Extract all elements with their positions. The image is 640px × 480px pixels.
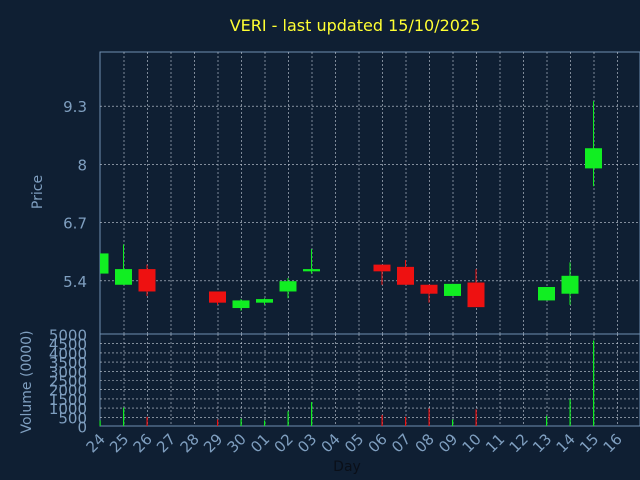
volume-bar <box>287 411 289 426</box>
volume-tick-label: 4500 <box>49 336 87 354</box>
price-tick-label: 6.7 <box>63 215 87 233</box>
volume-tick-label: 4000 <box>49 345 87 363</box>
volume-bar <box>217 419 219 426</box>
volume-tick-label: 1000 <box>49 400 87 418</box>
volume-tick-label: 3000 <box>49 363 87 381</box>
day-tick-label: 13 <box>529 430 555 456</box>
candles <box>100 101 602 311</box>
candle-body <box>209 291 226 303</box>
volume-bar <box>146 416 148 426</box>
volume-bar <box>452 419 454 426</box>
day-tick-label: 16 <box>600 430 626 456</box>
candle-body <box>397 266 414 285</box>
volume-tick-label: 2500 <box>49 373 87 391</box>
candle-body <box>115 269 132 285</box>
volume-tick-label: 1500 <box>49 391 87 409</box>
day-tick-label: 29 <box>200 430 226 456</box>
candle-body <box>138 269 156 292</box>
price-tick-label: 5.4 <box>63 273 87 291</box>
day-tick-label: 27 <box>153 430 179 456</box>
day-tick-label: 04 <box>318 430 344 456</box>
volume-bar <box>123 407 125 426</box>
day-tick-label: 14 <box>553 430 579 456</box>
candlestick <box>232 299 250 311</box>
candlestick <box>538 287 555 301</box>
candlestick <box>209 291 226 305</box>
candlestick <box>100 253 109 274</box>
volume-bar <box>99 420 101 426</box>
candlestick <box>467 269 485 308</box>
day-tick-label: 28 <box>177 430 203 456</box>
candlestick <box>561 262 579 305</box>
candlestick <box>303 248 320 274</box>
volume-tick-label: 2000 <box>49 382 87 400</box>
candle-body <box>420 284 438 294</box>
volume-bar <box>475 409 477 426</box>
volume-tick-label: 5000 <box>49 327 87 345</box>
candle-body <box>467 282 485 308</box>
volume-tick-label: 3500 <box>49 354 87 372</box>
volume-bar <box>569 399 571 426</box>
volume-panel: 0500100015002000250030003500400045005000… <box>49 327 640 456</box>
volume-bar <box>428 408 430 426</box>
volume-bar <box>405 416 407 426</box>
day-tick-label: 09 <box>435 430 461 456</box>
day-tick-label: 05 <box>341 430 367 456</box>
volume-bar <box>311 402 313 426</box>
candlestick <box>585 101 602 187</box>
volume-bar <box>240 418 242 426</box>
candlestick <box>279 278 297 299</box>
volume-frame <box>99 333 640 427</box>
candle-body <box>256 299 273 303</box>
volume-tick-label: 0 <box>77 419 87 437</box>
day-tick-label: 10 <box>459 430 485 456</box>
price-tick-label: 8 <box>77 156 87 174</box>
day-tick-label: 01 <box>247 430 273 456</box>
volume-bar <box>381 414 383 426</box>
candle-body <box>444 283 461 296</box>
day-tick-label: 03 <box>294 430 320 456</box>
candle-body <box>561 275 579 294</box>
candle-body <box>373 264 391 272</box>
volume-axis-label: Volume (0000) <box>19 330 35 433</box>
candle-body <box>100 253 109 274</box>
day-tick-label: 08 <box>412 430 438 456</box>
volume-bar <box>593 340 595 426</box>
price-panel: 5.4 6.7 8 9.3 <box>63 51 640 335</box>
day-tick-label: 12 <box>506 430 532 456</box>
candlestick <box>420 284 438 303</box>
candlestick <box>397 260 414 285</box>
candle-body <box>303 269 320 272</box>
candle-body <box>279 281 297 292</box>
day-tick-label: 02 <box>271 430 297 456</box>
candlestick <box>115 244 132 285</box>
price-axis-label: Price <box>30 175 46 209</box>
volume-bar <box>546 415 548 426</box>
volume-bar <box>264 420 266 426</box>
day-tick-label: 30 <box>224 430 250 456</box>
day-tick-label: 15 <box>576 430 602 456</box>
day-tick-label: 25 <box>106 430 132 456</box>
day-tick-label: 26 <box>130 430 156 456</box>
candlestick <box>373 264 391 285</box>
candlestick <box>256 298 273 305</box>
price-tick-label: 9.3 <box>63 98 87 116</box>
day-tick-label: 11 <box>482 430 508 456</box>
candle-body <box>585 148 602 169</box>
day-tick-label: 06 <box>365 430 391 456</box>
price-frame <box>99 51 640 335</box>
candlestick <box>444 283 461 296</box>
candle-body <box>538 287 555 301</box>
volume-tick-label: 500 <box>58 409 87 427</box>
chart-title: VERI - last updated 15/10/2025 <box>230 16 481 35</box>
candle-body <box>232 300 250 309</box>
candlestick <box>138 264 156 296</box>
x-axis-label: Day <box>333 459 361 475</box>
day-tick-label: 07 <box>388 430 414 456</box>
